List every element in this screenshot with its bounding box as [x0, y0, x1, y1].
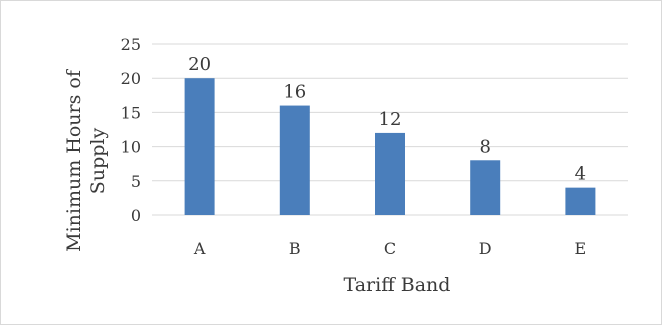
y-tick-label-20: 20 — [121, 69, 141, 88]
x-axis-title: Tariff Band — [344, 274, 451, 296]
bar-A — [184, 78, 215, 215]
y-axis-title: Minimum Hours of Supply — [63, 68, 109, 252]
y-tick-label-15: 15 — [121, 103, 141, 122]
y-tick-label-0: 0 — [131, 206, 141, 225]
y-tick-label-10: 10 — [121, 138, 141, 157]
x-tick-label-E: E — [575, 239, 587, 258]
data-label-A: 20 — [188, 54, 211, 75]
bars — [184, 78, 596, 215]
bar-B — [279, 105, 310, 215]
data-label-B: 16 — [283, 82, 306, 103]
data-label-D: 8 — [479, 136, 490, 157]
x-axis-tick-labels: A B C D E — [193, 239, 586, 258]
y-axis-title-line-1: Minimum Hours of — [63, 68, 85, 252]
x-tick-label-D: D — [479, 239, 492, 258]
y-tick-label-5: 5 — [131, 172, 141, 191]
data-labels: 20 16 12 8 4 — [188, 54, 586, 184]
data-label-C: 12 — [379, 109, 402, 130]
x-tick-label-A: A — [193, 239, 206, 258]
x-tick-label-C: C — [384, 239, 396, 258]
x-tick-label-B: B — [289, 239, 301, 258]
bar-C — [375, 132, 405, 215]
y-axis-title-line-2: Supply — [87, 128, 109, 195]
y-axis-tick-labels: 0 5 10 15 20 25 — [121, 35, 141, 225]
y-tick-label-25: 25 — [121, 35, 141, 54]
bar-D — [470, 160, 501, 215]
data-label-E: 4 — [575, 164, 586, 185]
bar-E — [565, 187, 596, 215]
